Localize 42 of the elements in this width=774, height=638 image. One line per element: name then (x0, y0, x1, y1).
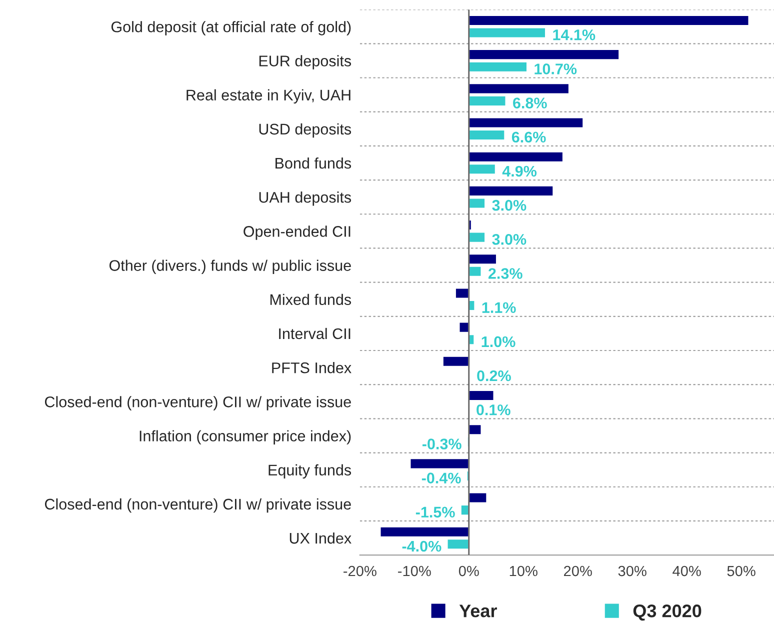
data-label: -1.5% (416, 506, 455, 518)
y-tick-label: Closed-end (non-venture) CII w/ private issue (44, 498, 351, 513)
legend-label: Q3 2020 (633, 604, 702, 621)
data-label: -0.3% (422, 438, 462, 450)
x-tick-label: 0% (458, 566, 479, 576)
data-label: -0.4% (422, 472, 461, 484)
x-tick-label: 50% (727, 566, 756, 576)
y-tick-label: UX Index (290, 532, 352, 544)
data-label: 1.0% (482, 336, 516, 348)
x-tick-label: -10% (398, 566, 431, 576)
data-label: 3.0% (492, 200, 526, 211)
y-tick-label: Gold deposit (at official rate of gold) (111, 21, 351, 36)
data-label: 0.2% (477, 370, 511, 382)
x-tick-label: -20% (344, 566, 376, 576)
x-tick-label: 30% (618, 566, 646, 576)
y-tick-label: Interval CII (279, 328, 350, 340)
legend-label: Year (459, 604, 497, 618)
y-tick-label: Equity funds (268, 464, 352, 479)
data-label: 2.3% (488, 268, 522, 279)
x-tick-label: 20% (564, 566, 592, 576)
y-tick-label: EUR deposits (259, 55, 352, 70)
y-tick-label: Bond funds (276, 157, 352, 169)
y-tick-label: Inflation (consumer price index) (140, 430, 351, 444)
y-tick-label: Other (divers.) funds w/ public issue (109, 260, 351, 274)
data-label: 6.6% (512, 132, 546, 143)
y-tick-label: PFTS Index (272, 362, 352, 374)
data-label: -4.0% (402, 540, 442, 552)
data-label: 1.1% (482, 302, 516, 313)
y-tick-label: Closed-end (non-venture) CII w/ private issue (44, 396, 351, 410)
data-label: 14.1% (553, 29, 596, 40)
x-tick-label: 40% (672, 566, 701, 576)
y-tick-label: USD deposits (259, 123, 352, 138)
y-tick-label: Real estate in Kyiv, UAH (186, 89, 350, 104)
data-label: 4.9% (502, 166, 537, 177)
x-tick-label: 10% (510, 566, 538, 576)
data-label: 6.8% (513, 98, 547, 108)
y-tick-label: UAH deposits (259, 192, 352, 206)
data-label: 10.7% (534, 64, 577, 74)
data-label: 0.1% (476, 404, 510, 416)
y-tick-label: Mixed funds (270, 294, 352, 306)
data-label: 3.0% (492, 234, 526, 245)
y-tick-label: Open-ended CII (244, 226, 350, 240)
